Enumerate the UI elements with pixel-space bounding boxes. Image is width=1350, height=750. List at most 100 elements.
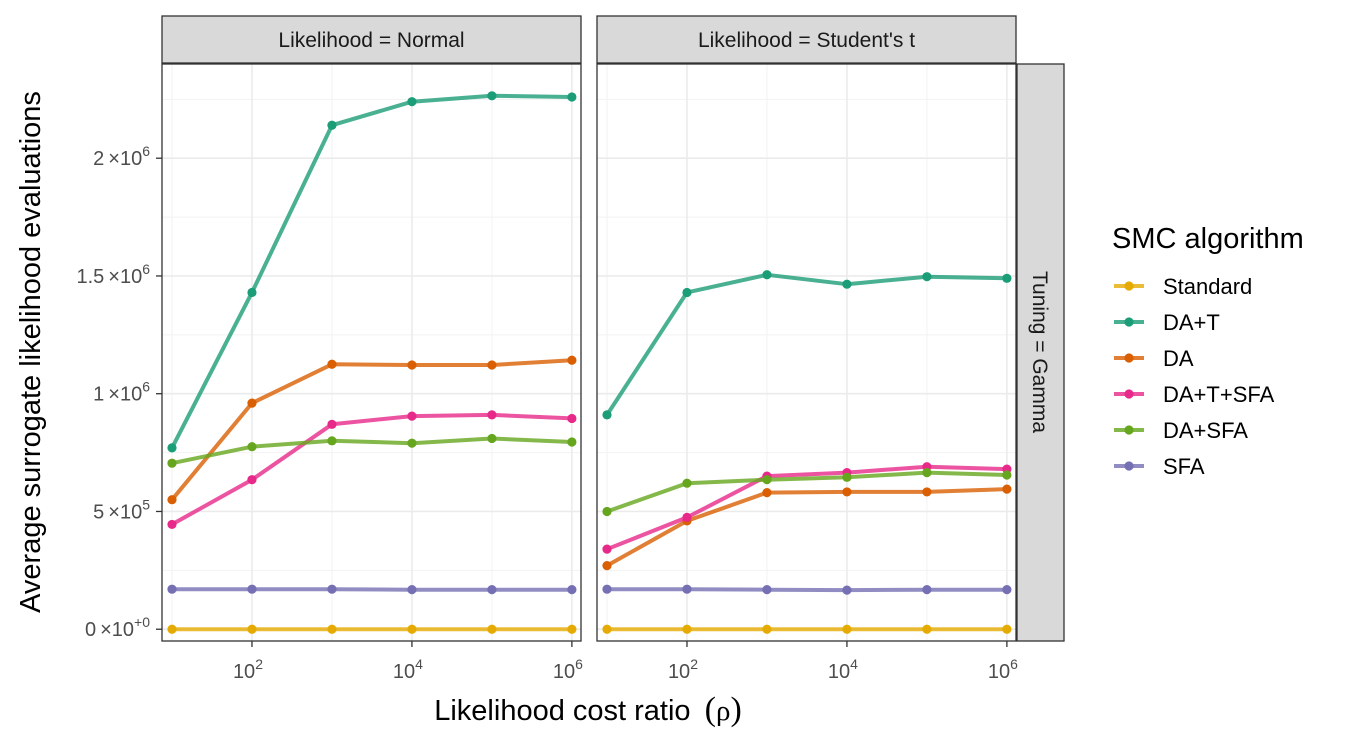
x-tick-exponent: 2: [690, 656, 698, 672]
y-tick-exponent: 6: [142, 143, 150, 159]
data-point-da-sfa: [922, 468, 932, 478]
legend-label-da-t: DA+T: [1163, 310, 1220, 335]
x-axis-title-text: Likelihood cost ratio: [434, 695, 690, 727]
column-strip-box: [596, 15, 1017, 64]
row-strip: Tuning = Gamma: [1016, 63, 1065, 642]
legend-items: Standard DA+T DA DA+T+SFA DA+SFA SFA: [1114, 274, 1275, 479]
data-point-da: [842, 487, 852, 497]
series-line-da-t-sfa: [605, 464, 1009, 552]
y-axis: Average surrogate likelihood evaluations…: [15, 91, 162, 641]
legend-key-point-da-sfa: [1124, 425, 1134, 435]
data-point-standard: [1002, 624, 1012, 634]
data-point-da-sfa: [682, 478, 692, 488]
data-point-sfa: [1002, 585, 1012, 595]
legend-key-point-da-t: [1124, 317, 1134, 327]
data-point-da-sfa: [842, 472, 852, 482]
x-tick-base: 10: [553, 661, 575, 683]
paren-left: (: [705, 691, 716, 728]
y-tick-mantissa: 0 ×10: [85, 619, 134, 641]
data-point-da: [247, 398, 257, 408]
data-point-sfa: [602, 584, 612, 594]
legend-label-da-t-sfa: DA+T+SFA: [1163, 382, 1275, 407]
data-point-sfa: [327, 584, 337, 594]
data-point-da-t-sfa: [247, 475, 257, 485]
y-tick-mantissa: 2 ×10: [93, 148, 142, 170]
series-line-da: [170, 358, 574, 502]
data-point-da-sfa: [762, 475, 772, 485]
data-point-da-t: [167, 443, 177, 453]
x-tick-label: 104: [828, 656, 858, 683]
data-point-da: [922, 487, 932, 497]
y-tick-exponent: 5: [142, 496, 150, 512]
data-point-da: [167, 495, 177, 505]
series-line-da: [605, 487, 1009, 568]
column-strip-box: [161, 15, 582, 64]
data-point-sfa: [247, 584, 257, 594]
y-tick-mantissa: 1 ×10: [93, 384, 142, 406]
data-point-standard: [407, 624, 417, 634]
panel-border: [161, 63, 582, 642]
data-point-standard: [602, 624, 612, 634]
x-axis-title-symbol: ρ: [716, 695, 730, 727]
legend: SMC algorithm Standard DA+T DA DA+T+SFA DA+S…: [1112, 223, 1304, 479]
data-point-sfa: [167, 584, 177, 594]
y-tick-exponent: 6: [142, 379, 150, 395]
x-tick-base: 10: [393, 661, 415, 683]
legend-key-point-sfa: [1124, 461, 1134, 471]
row-strip-box: [1016, 63, 1065, 642]
data-point-sfa: [922, 585, 932, 595]
data-point-da-t: [682, 287, 692, 298]
x-tick-exponent: 6: [575, 656, 583, 672]
y-tick-exponent: +0: [134, 614, 150, 630]
x-tick-label: 106: [988, 656, 1018, 683]
legend-key-point-da: [1124, 353, 1134, 363]
y-axis-title: Average surrogate likelihood evaluations: [15, 91, 47, 613]
series-line-da-t: [170, 93, 574, 450]
legend-key-point-standard: [1124, 281, 1134, 291]
data-point-sfa: [487, 585, 497, 595]
data-point-da: [327, 359, 337, 369]
data-point-standard: [842, 624, 852, 634]
data-point-da-sfa: [327, 436, 337, 446]
data-point-standard: [247, 624, 257, 634]
y-tick-mantissa: 1.5 ×10: [76, 266, 142, 288]
data-point-da: [567, 355, 577, 365]
data-point-da-t-sfa: [567, 413, 577, 424]
data-point-sfa: [682, 584, 692, 594]
y-tick-label: 5 ×105: [93, 496, 150, 523]
y-tick-label: 1 ×106: [93, 379, 150, 406]
data-point-da: [487, 360, 497, 370]
legend-key-point-da-t-sfa: [1124, 389, 1134, 399]
data-point-da-sfa: [247, 442, 257, 452]
data-point-da-t: [762, 270, 772, 280]
data-point-sfa: [762, 585, 772, 595]
data-point-da-t: [602, 410, 612, 420]
x-tick-label: 104: [393, 656, 423, 683]
data-point-da-t-sfa: [682, 512, 692, 522]
series-line-da-t-sfa: [170, 412, 574, 527]
data-point-da-t-sfa: [602, 544, 612, 554]
data-point-sfa: [567, 585, 577, 595]
column-strip-label: Likelihood = Student's t: [698, 29, 915, 52]
data-point-da-t: [407, 97, 417, 107]
x-tick-base: 10: [828, 661, 850, 683]
y-tick-label: 2 ×106: [93, 143, 150, 170]
data-point-da-sfa: [167, 458, 177, 468]
x-tick-exponent: 4: [850, 656, 858, 672]
x-axis: Likelihood cost ratio (ρ): [434, 691, 742, 728]
data-point-sfa: [407, 585, 417, 595]
series-line-sfa: [170, 587, 574, 592]
data-point-da-t: [487, 91, 497, 101]
data-point-da-t: [247, 287, 257, 298]
x-axis-title: Likelihood cost ratio (ρ): [434, 691, 742, 728]
x-tick-base: 10: [233, 661, 255, 683]
data-point-standard: [762, 624, 772, 634]
data-point-sfa: [842, 585, 852, 595]
data-point-da-sfa: [1002, 470, 1012, 480]
legend-title: SMC algorithm: [1112, 223, 1304, 255]
